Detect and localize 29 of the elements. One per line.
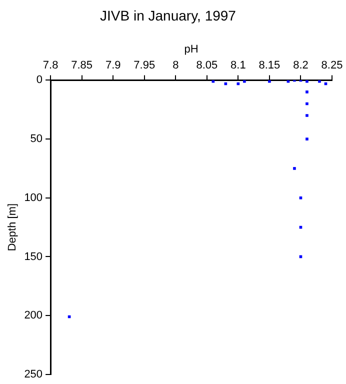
point bbox=[306, 102, 308, 106]
y-tick-label: 200 bbox=[24, 310, 43, 322]
point bbox=[243, 80, 246, 83]
point bbox=[306, 138, 308, 140]
y-tick-label: 0 bbox=[36, 74, 43, 86]
point bbox=[318, 80, 321, 83]
x-tick-label: 7.9 bbox=[105, 60, 121, 72]
chart-title: JIVB in January, 1997 bbox=[100, 7, 236, 24]
x-tick-label: 7.95 bbox=[134, 60, 156, 72]
x-tick-label: 8.2 bbox=[293, 60, 308, 72]
y-axis-title: Depth [m] bbox=[6, 203, 19, 252]
x-axis-title: pH bbox=[184, 43, 198, 56]
x-tick-label: 8.25 bbox=[321, 60, 343, 72]
y-tick-label: 150 bbox=[24, 250, 43, 263]
x-tick-label: 8 bbox=[172, 60, 179, 72]
y-tick-label: 100 bbox=[24, 192, 43, 204]
x-tick-label: 8.1 bbox=[230, 60, 246, 72]
point bbox=[293, 167, 296, 170]
point bbox=[306, 90, 308, 94]
y-tick-label: 50 bbox=[30, 133, 43, 146]
x-tick-label: 8.05 bbox=[196, 60, 218, 72]
y-tick-label: 250 bbox=[24, 368, 43, 380]
point bbox=[306, 80, 308, 83]
point bbox=[306, 114, 308, 117]
x-tick-label: 8.15 bbox=[258, 60, 280, 72]
point bbox=[268, 80, 271, 83]
point bbox=[299, 196, 302, 200]
x-tick-label: 7.85 bbox=[71, 60, 93, 72]
x-tick-label: 7.8 bbox=[42, 60, 58, 72]
